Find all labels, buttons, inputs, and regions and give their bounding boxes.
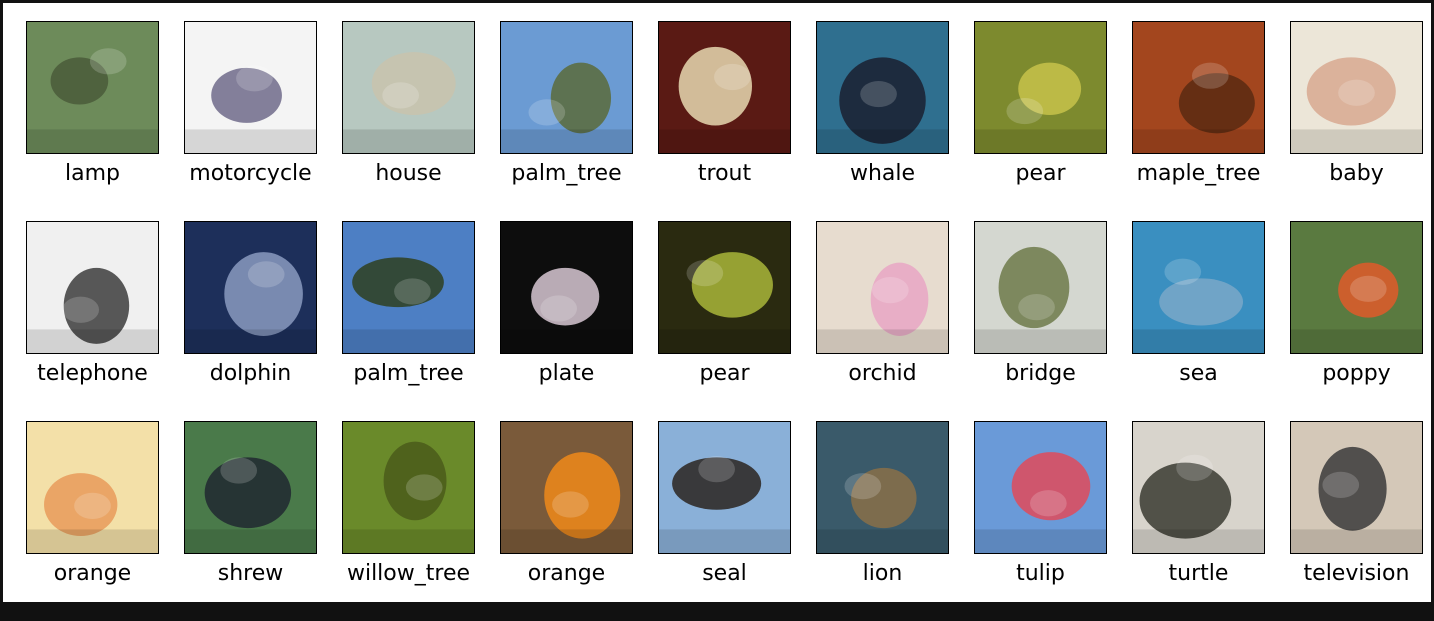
image-cell: house <box>342 21 475 221</box>
image-cell: orange <box>26 421 159 621</box>
image-label: palm_tree <box>511 161 622 186</box>
image-grid: lamp motorcycle house palm_tree trout whale pe… <box>26 21 1423 621</box>
turtle-image <box>1132 421 1265 554</box>
image-label: whale <box>849 161 916 186</box>
image-cell: shrew <box>184 421 317 621</box>
image-label: maple_tree <box>1136 161 1261 186</box>
orange-image <box>26 421 159 554</box>
palm-tree-image <box>500 21 633 154</box>
image-label: telephone <box>37 361 148 386</box>
image-cell: trout <box>658 21 791 221</box>
image-label: pear <box>1015 161 1066 186</box>
image-label: turtle <box>1168 561 1229 586</box>
image-label: trout <box>697 161 752 186</box>
image-cell: maple_tree <box>1132 21 1265 221</box>
image-cell: orchid <box>816 221 949 421</box>
baby-image <box>1290 21 1423 154</box>
image-label: seal <box>702 561 747 586</box>
image-cell: palm_tree <box>500 21 633 221</box>
orange-image <box>500 421 633 554</box>
plate-image <box>500 221 633 354</box>
image-label: plate <box>538 361 595 386</box>
image-cell: motorcycle <box>184 21 317 221</box>
image-cell: palm_tree <box>342 221 475 421</box>
bridge-image <box>974 221 1107 354</box>
trout-image <box>658 21 791 154</box>
image-label: shrew <box>217 561 284 586</box>
image-label: sea <box>1179 361 1218 386</box>
whale-image <box>816 21 949 154</box>
pear-image <box>658 221 791 354</box>
image-label: baby <box>1329 161 1384 186</box>
motorcycle-image <box>184 21 317 154</box>
image-cell: willow_tree <box>342 421 475 621</box>
image-label: palm_tree <box>353 361 464 386</box>
image-cell: lamp <box>26 21 159 221</box>
image-cell: telephone <box>26 221 159 421</box>
image-label: motorcycle <box>189 161 312 186</box>
maple-tree-image <box>1132 21 1265 154</box>
image-label: lion <box>862 561 903 586</box>
seal-image <box>658 421 791 554</box>
image-label: tulip <box>1016 561 1065 586</box>
dolphin-image <box>184 221 317 354</box>
image-label: pear <box>699 361 750 386</box>
image-label: television <box>1303 561 1410 586</box>
tulip-image <box>974 421 1107 554</box>
willow-tree-image <box>342 421 475 554</box>
image-cell: plate <box>500 221 633 421</box>
image-cell: whale <box>816 21 949 221</box>
image-label: dolphin <box>209 361 292 386</box>
orchid-image <box>816 221 949 354</box>
image-cell: pear <box>974 21 1107 221</box>
telephone-image <box>26 221 159 354</box>
image-label: lamp <box>65 161 120 186</box>
image-cell: orange <box>500 421 633 621</box>
image-cell: pear <box>658 221 791 421</box>
image-label: orange <box>527 561 606 586</box>
image-label: willow_tree <box>346 561 471 586</box>
image-label: bridge <box>1005 361 1076 386</box>
figure-canvas: lamp motorcycle house palm_tree trout whale pe… <box>3 3 1431 602</box>
image-cell: poppy <box>1290 221 1423 421</box>
house-image <box>342 21 475 154</box>
image-cell: seal <box>658 421 791 621</box>
image-label: poppy <box>1322 361 1391 386</box>
shrew-image <box>184 421 317 554</box>
image-label: orange <box>53 561 132 586</box>
image-cell: television <box>1290 421 1423 621</box>
image-cell: turtle <box>1132 421 1265 621</box>
image-label: orchid <box>848 361 917 386</box>
pear-image <box>974 21 1107 154</box>
image-label: house <box>375 161 442 186</box>
lamp-image <box>26 21 159 154</box>
sea-image <box>1132 221 1265 354</box>
image-cell: bridge <box>974 221 1107 421</box>
image-cell: sea <box>1132 221 1265 421</box>
image-cell: lion <box>816 421 949 621</box>
palm-tree-image <box>342 221 475 354</box>
image-cell: baby <box>1290 21 1423 221</box>
television-image <box>1290 421 1423 554</box>
image-cell: tulip <box>974 421 1107 621</box>
poppy-image <box>1290 221 1423 354</box>
image-cell: dolphin <box>184 221 317 421</box>
lion-image <box>816 421 949 554</box>
